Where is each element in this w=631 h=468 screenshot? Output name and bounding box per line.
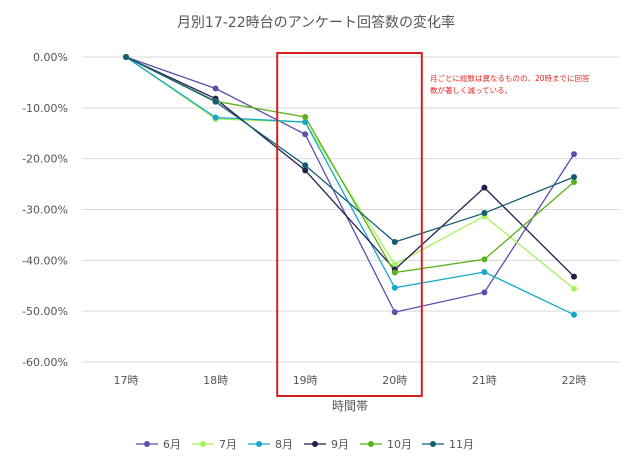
y-axis: 0.00% -10.00% -20.00% -30.00% -40.00% -50.00%… <box>22 51 68 369</box>
legend-item: 10月 <box>360 438 412 451</box>
series-line <box>125 56 575 313</box>
series-points <box>123 54 577 318</box>
legend-marker <box>312 441 318 447</box>
data-point <box>302 167 309 174</box>
legend-item: 8月 <box>248 438 293 451</box>
data-point <box>123 54 129 60</box>
data-point <box>302 131 309 138</box>
series-lines <box>125 56 575 316</box>
series-line <box>125 56 575 290</box>
data-point <box>481 289 488 296</box>
legend-label: 11月 <box>449 438 474 451</box>
data-point <box>481 210 488 217</box>
chart-title: 月別17-22時台のアンケート回答数の変化率 <box>177 14 455 31</box>
legend: 6月 7月 8月 9月 10月 11月 <box>136 438 474 451</box>
y-tick-label: 0.00% <box>33 51 68 64</box>
grid-lines <box>82 56 620 363</box>
x-tick-label: 17時 <box>114 374 139 387</box>
legend-item: 7月 <box>192 438 237 451</box>
y-tick-label: -60.00% <box>22 356 68 369</box>
legend-marker <box>368 441 374 447</box>
legend-marker <box>144 441 150 447</box>
data-point <box>571 173 577 180</box>
data-point <box>212 85 219 92</box>
highlight-rect <box>276 52 423 397</box>
legend-item: 11月 <box>422 438 474 451</box>
data-point <box>391 309 398 316</box>
y-tick-label: -10.00% <box>22 102 68 115</box>
data-point <box>302 113 309 120</box>
data-point <box>302 119 309 126</box>
legend-label: 8月 <box>275 438 293 451</box>
y-tick-label: -30.00% <box>22 204 68 217</box>
data-point <box>481 256 488 263</box>
series-line <box>125 56 575 316</box>
highlight-box <box>276 52 423 397</box>
annotation-text: 月ごとに総数は異なるものの、20時までに回答 <box>430 73 590 83</box>
data-point <box>571 311 577 318</box>
legend-item: 6月 <box>136 438 181 451</box>
data-point <box>391 239 398 246</box>
x-tick-label: 19時 <box>293 374 318 387</box>
legend-label: 7月 <box>219 438 237 451</box>
x-axis-label: 時間帯 <box>332 399 368 413</box>
annotation-text: 数が著しく減っている。 <box>430 85 512 95</box>
legend-marker <box>256 441 262 447</box>
legend-marker <box>430 441 436 447</box>
data-point <box>212 98 219 105</box>
series-line <box>125 56 575 243</box>
data-point <box>481 269 488 276</box>
x-axis: 17時 18時 19時 20時 21時 22時 <box>114 374 587 387</box>
data-point <box>571 179 577 186</box>
data-point <box>571 285 577 292</box>
y-tick-label: -50.00% <box>22 305 68 318</box>
series-line <box>125 56 575 278</box>
x-tick-label: 18時 <box>203 374 228 387</box>
data-point <box>571 151 577 158</box>
data-point <box>391 284 398 291</box>
legend-label: 10月 <box>387 438 412 451</box>
x-tick-label: 22時 <box>562 374 587 387</box>
legend-item: 9月 <box>304 438 349 451</box>
data-point <box>391 269 398 276</box>
legend-marker <box>200 441 206 447</box>
data-point <box>481 184 488 191</box>
legend-label: 6月 <box>163 438 181 451</box>
y-tick-label: -20.00% <box>22 153 68 166</box>
data-point <box>391 261 398 268</box>
x-tick-label: 20時 <box>382 374 407 387</box>
data-point <box>212 114 219 121</box>
y-tick-label: -40.00% <box>22 254 68 267</box>
legend-label: 9月 <box>331 438 349 451</box>
data-point <box>571 273 577 280</box>
data-point <box>302 162 309 169</box>
x-tick-label: 21時 <box>472 374 497 387</box>
